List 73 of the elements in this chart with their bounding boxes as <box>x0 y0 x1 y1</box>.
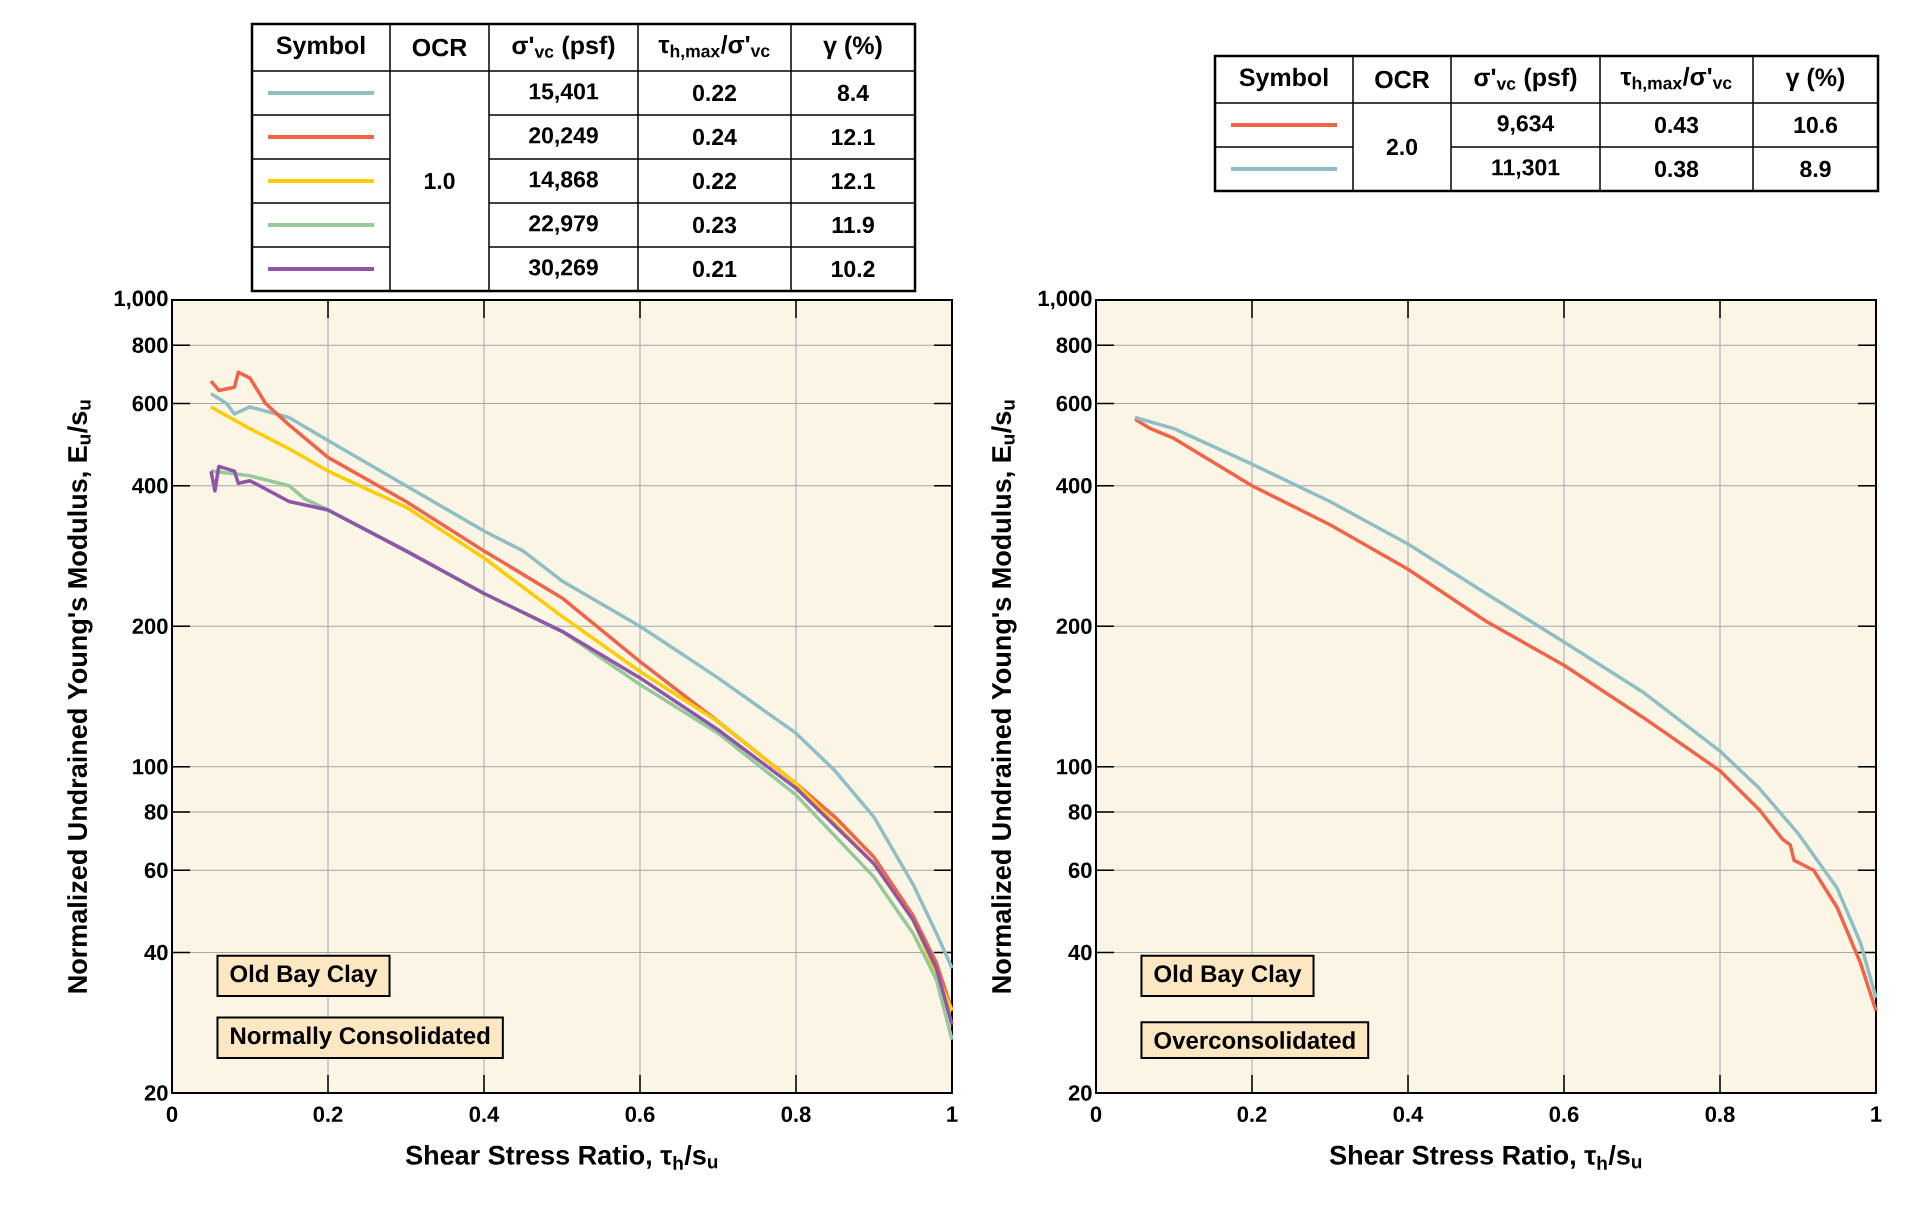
text: 0.38 <box>1655 160 1699 178</box>
text: τ$_{h,max}$/σ'$_{vc}$ <box>658 35 770 60</box>
text: 9,634 <box>1497 115 1555 135</box>
text: 15,401 <box>529 83 599 103</box>
y-tick-label: 20 <box>144 1085 168 1101</box>
text: 11,301 <box>1492 159 1560 179</box>
annotation: Old Bay Clay <box>1154 964 1302 988</box>
text: 8.9 <box>1800 160 1831 178</box>
text: 0.22 <box>693 172 736 190</box>
y-tick-label: 600 <box>1056 395 1092 412</box>
y-axis-title: Normalized Undrained Young's Modulus, E$_{u}$/s$_{u}$ <box>67 400 93 993</box>
text: γ (%) <box>1785 67 1845 92</box>
text: 0.21 <box>693 260 737 278</box>
y-tick-label: 20 <box>1068 1085 1092 1101</box>
y-axis-title: Normalized Undrained Young's Modulus, E$_{u}$/s$_{u}$ <box>991 400 1017 993</box>
y-tick-label: 400 <box>132 477 168 494</box>
text: τ$_{h,max}$/σ'$_{vc}$ <box>1620 67 1732 92</box>
x-tick-label: 0.2 <box>1237 1106 1267 1123</box>
text: 10.6 <box>1794 116 1838 134</box>
text: 0.22 <box>693 84 736 102</box>
y-tick-label: 200 <box>1056 618 1092 635</box>
text: OCR <box>412 38 467 57</box>
y-tick-label: 800 <box>132 337 168 353</box>
text: 30,269 <box>528 259 598 279</box>
x-tick-label: 0 <box>1090 1106 1102 1123</box>
x-tick-label: 0.6 <box>1549 1106 1579 1123</box>
y-tick-label: 1,000 <box>114 290 168 310</box>
x-axis-title: Shear Stress Ratio, τ$_{h}$/s$_{u}$ <box>405 1144 718 1170</box>
x-tick-label: 0.8 <box>781 1106 811 1123</box>
text: 8.4 <box>837 84 869 102</box>
text: 10.2 <box>832 260 875 278</box>
text: Symbol <box>276 35 365 60</box>
x-tick-label: 0.6 <box>625 1106 655 1123</box>
y-tick-label: 1,000 <box>1038 290 1092 310</box>
annotation: Normally Consolidated <box>231 1026 490 1049</box>
y-tick-label: 800 <box>1056 337 1092 353</box>
annotation: Old Bay Clay <box>230 964 378 988</box>
text: 0.43 <box>1655 116 1699 134</box>
text: 20,249 <box>529 127 598 147</box>
text: 14,868 <box>529 171 598 191</box>
x-tick-label: 0.4 <box>1393 1106 1424 1123</box>
text: Symbol <box>1239 67 1328 92</box>
text: 0.24 <box>693 128 737 146</box>
text: 1.0 <box>424 172 455 190</box>
x-tick-label: 1 <box>1871 1106 1882 1122</box>
y-tick-label: 60 <box>144 862 168 879</box>
text: 11.9 <box>832 216 874 234</box>
text: OCR <box>1375 70 1430 89</box>
y-tick-label: 100 <box>133 758 168 775</box>
x-tick-label: 1 <box>947 1106 958 1122</box>
x-tick-label: 0.4 <box>469 1106 500 1123</box>
text: 12.1 <box>832 128 875 146</box>
y-tick-label: 80 <box>1068 804 1092 820</box>
text: 2.0 <box>1386 138 1418 156</box>
y-tick-label: 80 <box>144 804 168 820</box>
y-tick-label: 600 <box>132 395 168 412</box>
y-tick-label: 200 <box>132 618 168 635</box>
x-tick-label: 0 <box>166 1106 178 1123</box>
x-axis-title: Shear Stress Ratio, τ$_{h}$/s$_{u}$ <box>1329 1144 1642 1170</box>
y-tick-label: 400 <box>1056 477 1092 494</box>
text: σ'$_{vc}$ (psf) <box>1474 67 1577 92</box>
annotation: Overconsolidated <box>1154 1031 1355 1049</box>
text: 22,979 <box>529 215 598 235</box>
y-tick-label: 60 <box>1068 862 1092 879</box>
x-tick-label: 0.2 <box>313 1106 343 1123</box>
text: σ'$_{vc}$ (psf) <box>512 35 615 60</box>
y-tick-label: 40 <box>1068 944 1092 961</box>
text: γ (%) <box>823 35 882 60</box>
y-tick-label: 40 <box>144 944 168 961</box>
y-tick-label: 100 <box>1057 758 1092 775</box>
x-tick-label: 0.8 <box>1705 1106 1735 1123</box>
text: 0.23 <box>693 216 737 234</box>
text: 12.1 <box>832 172 875 190</box>
